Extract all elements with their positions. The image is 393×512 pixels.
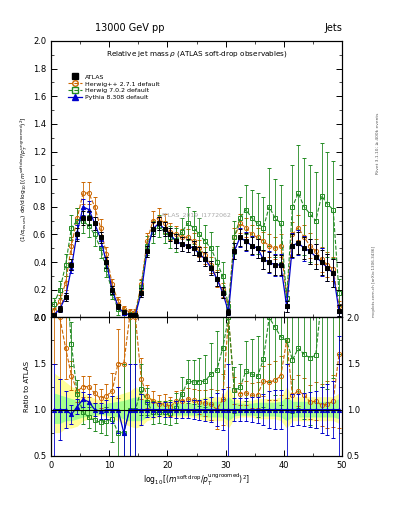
Text: ATLAS_2019_I1772062: ATLAS_2019_I1772062	[161, 212, 232, 218]
Text: mcplots.cern.ch [arXiv:1306.3436]: mcplots.cern.ch [arXiv:1306.3436]	[372, 246, 376, 317]
Text: Jets: Jets	[324, 23, 342, 33]
Legend: ATLAS, Herwig++ 2.7.1 default, Herwig 7.0.2 default, Pythia 8.308 default: ATLAS, Herwig++ 2.7.1 default, Herwig 7.…	[66, 72, 162, 103]
Text: Relative jet mass$\,\rho$ (ATLAS soft-drop observables): Relative jet mass$\,\rho$ (ATLAS soft-dr…	[106, 49, 287, 59]
Y-axis label: $(1/\sigma_{\rm resum})$ d$\sigma$/d$\,\log_{10}[(m^{\rm soft\,drop}/p_T^{\rm un: $(1/\sigma_{\rm resum})$ d$\sigma$/d$\,\…	[19, 116, 30, 242]
Y-axis label: Ratio to ATLAS: Ratio to ATLAS	[24, 361, 30, 412]
X-axis label: $\log_{10}[(m^{\rm soft\,drop}/p_T^{\rm ungroomed})^2]$: $\log_{10}[(m^{\rm soft\,drop}/p_T^{\rm …	[143, 472, 250, 488]
Text: Rivet 3.1.10; ≥ 400k events: Rivet 3.1.10; ≥ 400k events	[376, 113, 380, 174]
Text: 13000 GeV pp: 13000 GeV pp	[95, 23, 164, 33]
